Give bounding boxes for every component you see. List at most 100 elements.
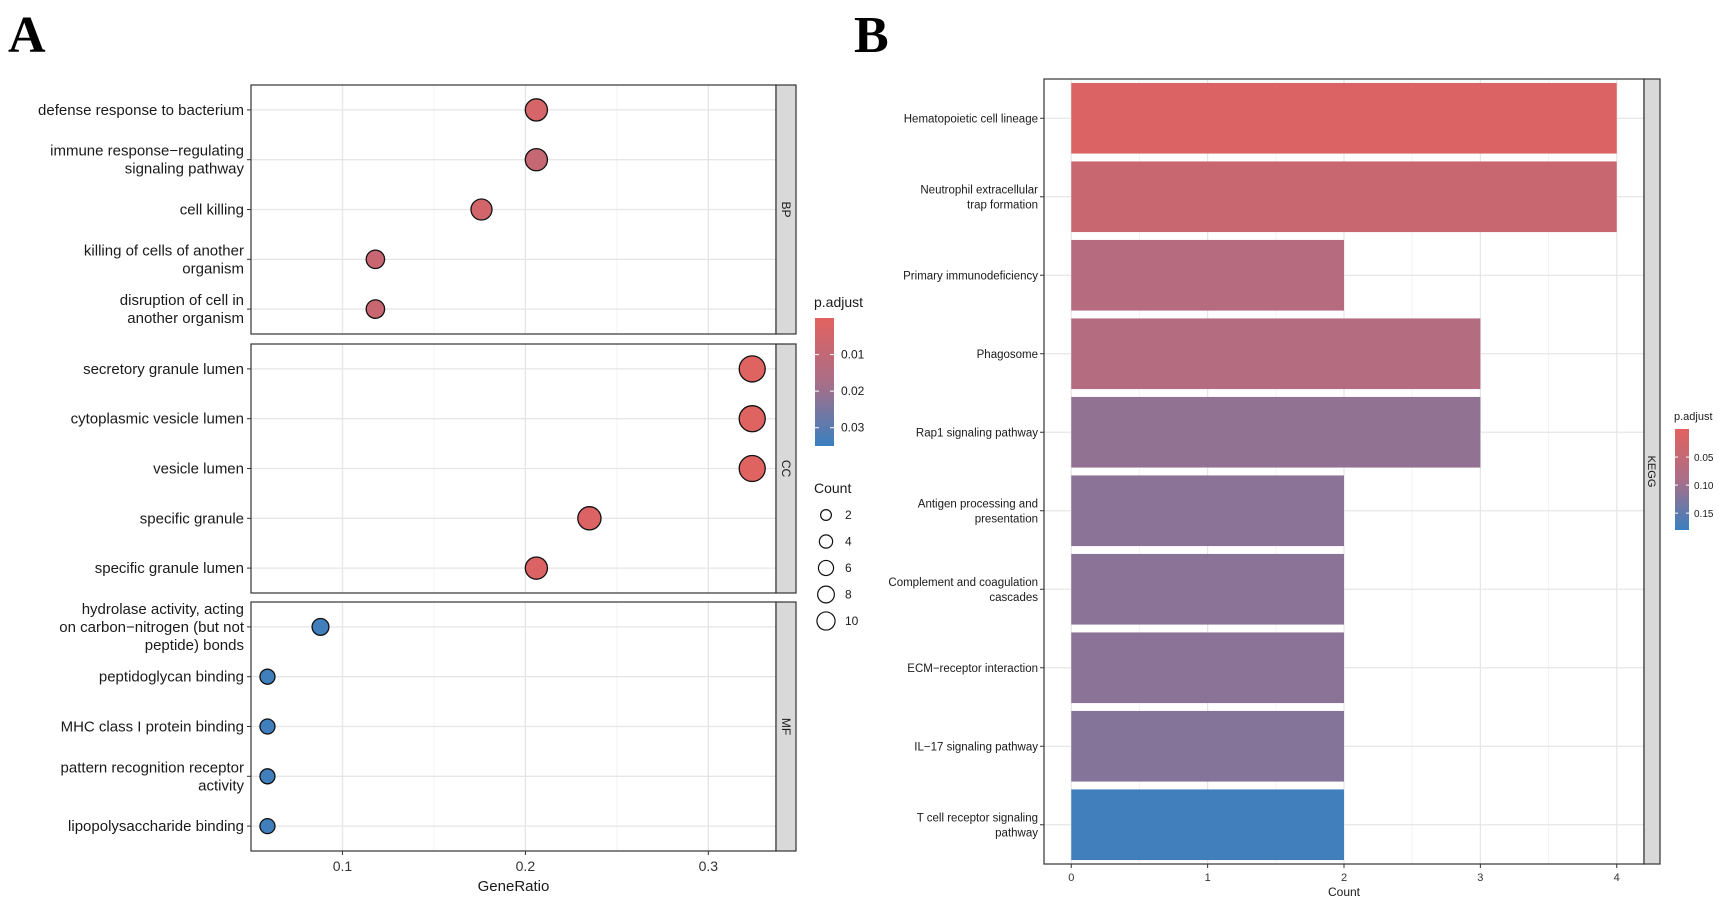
y-tick-label: MHC class I protein binding bbox=[61, 719, 244, 736]
size-legend-label: 8 bbox=[845, 588, 852, 602]
colorbar-label: 0.03 bbox=[841, 421, 865, 435]
bar bbox=[1071, 396, 1481, 468]
facet-label: MF bbox=[779, 718, 793, 735]
size-legend-key bbox=[819, 508, 833, 522]
legend-title: p.adjust bbox=[1674, 411, 1713, 423]
data-point bbox=[259, 668, 276, 685]
data-point bbox=[259, 768, 276, 785]
data-point bbox=[577, 506, 602, 531]
facet-strip bbox=[1643, 78, 1661, 865]
y-tick-label: signaling pathway bbox=[125, 161, 245, 178]
y-tick-label: pathway bbox=[995, 827, 1038, 839]
bar bbox=[1071, 161, 1617, 233]
bar bbox=[1071, 789, 1344, 861]
y-tick-label: T cell receptor signaling bbox=[917, 812, 1038, 824]
y-tick-label: secretory granule lumen bbox=[83, 361, 244, 378]
size-legend-key bbox=[818, 534, 834, 549]
x-tick-label: 0.3 bbox=[699, 858, 719, 874]
y-tick-label: cell killing bbox=[180, 202, 244, 219]
size-legend-key bbox=[816, 611, 836, 631]
x-axis-title: Count bbox=[1328, 885, 1361, 899]
y-tick-label: defense response to bacterium bbox=[38, 102, 244, 119]
colorbar-label: 0.05 bbox=[1694, 453, 1714, 464]
y-tick-label: activity bbox=[198, 777, 244, 794]
y-tick-label: hydrolase activity, acting bbox=[82, 601, 244, 618]
y-tick-label: peptide) bonds bbox=[145, 637, 244, 654]
y-tick-label: specific granule lumen bbox=[95, 560, 244, 577]
kegg-barplot: Hematopoietic cell lineage Neutrophil ext… bbox=[888, 78, 1714, 899]
y-tick-label: trap formation bbox=[967, 199, 1038, 211]
panel-b-letter: B bbox=[854, 7, 889, 64]
data-point bbox=[738, 454, 766, 483]
y-tick-label: disruption of cell in bbox=[120, 292, 244, 309]
data-point bbox=[524, 147, 549, 172]
colorbar bbox=[815, 318, 834, 446]
bar bbox=[1071, 475, 1344, 547]
data-point bbox=[365, 299, 386, 319]
data-point bbox=[365, 249, 386, 270]
legend-title: Count bbox=[814, 480, 851, 496]
y-tick-label: organism bbox=[182, 260, 244, 277]
y-tick-label: Neutrophil extracellular bbox=[920, 184, 1038, 196]
facet-strip bbox=[775, 601, 797, 852]
bar bbox=[1071, 239, 1344, 311]
y-tick-label: cascades bbox=[989, 592, 1038, 604]
y-tick-label: immune response−regulating bbox=[50, 143, 244, 160]
y-tick-label: killing of cells of another bbox=[84, 242, 244, 259]
data-point bbox=[524, 98, 549, 122]
y-tick-label: ECM−receptor interaction bbox=[907, 663, 1038, 675]
go-dotplot: defense response to bacterium immune resp… bbox=[38, 84, 865, 895]
y-tick-label: peptidoglycan binding bbox=[99, 669, 244, 686]
data-point bbox=[524, 556, 549, 580]
bar bbox=[1071, 318, 1481, 390]
bar bbox=[1071, 553, 1344, 625]
facet-strip bbox=[775, 343, 797, 594]
x-tick-label: 0.2 bbox=[516, 858, 536, 874]
size-legend-key bbox=[817, 559, 835, 577]
y-tick-label: pattern recognition receptor bbox=[61, 759, 244, 776]
colorbar bbox=[1675, 429, 1689, 530]
x-tick-label: 1 bbox=[1205, 872, 1211, 884]
y-tick-label: vesicle lumen bbox=[153, 461, 244, 478]
y-tick-label: another organism bbox=[127, 310, 244, 327]
y-tick-label: IL−17 signaling pathway bbox=[914, 741, 1038, 753]
colorbar-label: 0.01 bbox=[841, 348, 865, 362]
y-tick-label: Hematopoietic cell lineage bbox=[904, 113, 1038, 125]
legend-title: p.adjust bbox=[814, 294, 863, 310]
y-tick-label: Phagosome bbox=[977, 349, 1038, 361]
x-tick-label: 2 bbox=[1341, 872, 1347, 884]
data-point bbox=[470, 198, 493, 221]
facet-strip bbox=[775, 84, 797, 335]
facet-label: CC bbox=[779, 460, 793, 478]
size-legend-label: 6 bbox=[845, 561, 852, 575]
x-tick-label: 0 bbox=[1068, 872, 1074, 884]
facet-label: BP bbox=[779, 201, 793, 217]
x-tick-label: 4 bbox=[1614, 872, 1620, 884]
x-tick-label: 0.1 bbox=[333, 858, 353, 874]
y-tick-label: Rap1 signaling pathway bbox=[916, 427, 1038, 439]
data-point bbox=[311, 617, 330, 636]
y-tick-label: Antigen processing and bbox=[918, 498, 1038, 510]
bar bbox=[1071, 710, 1344, 782]
size-legend-label: 4 bbox=[845, 535, 852, 549]
y-tick-label: Primary immunodeficiency bbox=[903, 270, 1038, 282]
colorbar-label: 0.02 bbox=[841, 384, 865, 398]
data-point bbox=[259, 718, 276, 735]
colorbar-label: 0.15 bbox=[1694, 509, 1714, 520]
size-legend-label: 10 bbox=[845, 614, 859, 628]
y-tick-label: Complement and coagulation bbox=[888, 577, 1038, 589]
data-point bbox=[738, 355, 766, 383]
size-legend-key bbox=[817, 585, 835, 604]
x-axis-title: GeneRatio bbox=[478, 878, 550, 895]
bar bbox=[1071, 82, 1617, 154]
y-tick-label: presentation bbox=[975, 513, 1038, 525]
x-tick-label: 3 bbox=[1477, 872, 1483, 884]
y-tick-label: on carbon−nitrogen (but not bbox=[59, 619, 245, 636]
data-point bbox=[259, 817, 276, 835]
data-point bbox=[738, 405, 766, 433]
y-tick-label: cytoplasmic vesicle lumen bbox=[71, 411, 244, 428]
facet-label: KEGG bbox=[1645, 456, 1657, 488]
colorbar-label: 0.10 bbox=[1694, 481, 1714, 492]
y-tick-label: lipopolysaccharide binding bbox=[68, 818, 244, 835]
